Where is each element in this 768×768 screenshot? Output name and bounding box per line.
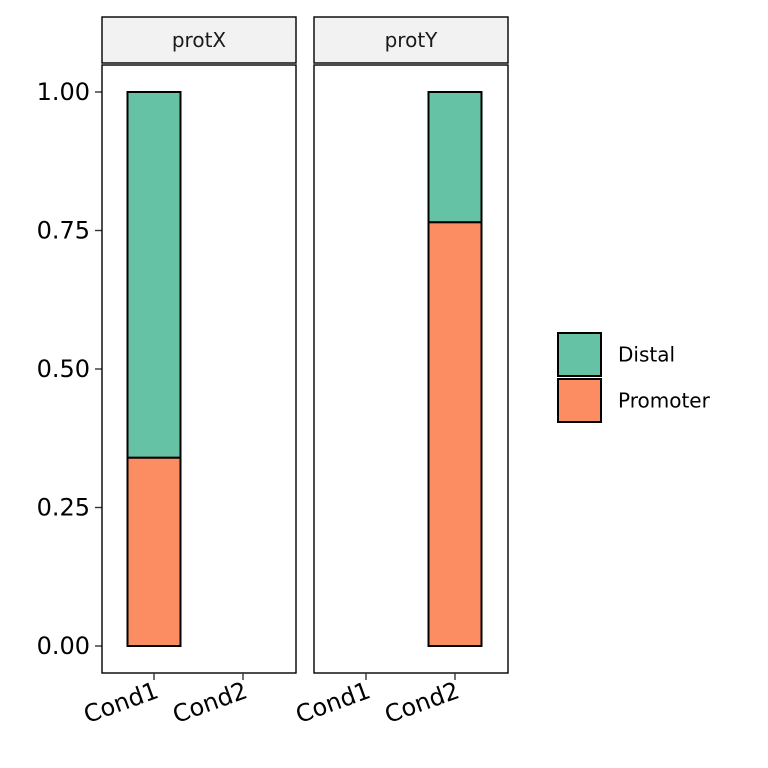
panel-border	[101, 64, 297, 674]
bar-distal	[427, 91, 483, 224]
facet-strip	[101, 16, 297, 64]
legend-label: Promoter	[618, 389, 711, 413]
y-tick-label: 0.25	[37, 494, 90, 522]
facet-strip-label: protY	[385, 28, 439, 52]
y-tick-label: 0.00	[37, 632, 90, 660]
legend-key-distal	[557, 332, 602, 377]
x-tick-label: Cond1	[80, 676, 162, 729]
x-tick-label: Cond2	[381, 676, 463, 729]
legend-label: Distal	[618, 343, 675, 367]
y-tick-label: 0.75	[37, 217, 90, 245]
facet-strip-label: protX	[172, 28, 227, 52]
facet-strip	[313, 16, 509, 64]
y-tick-label: 1.00	[37, 78, 90, 106]
bar-promoter	[427, 221, 483, 647]
legend-key-promoter	[557, 378, 602, 423]
bar-distal	[126, 91, 182, 459]
panel-border	[313, 64, 509, 674]
bar-promoter	[126, 456, 182, 648]
x-tick-label: Cond1	[292, 676, 374, 729]
x-tick-label: Cond2	[169, 676, 251, 729]
y-tick-label: 0.50	[37, 355, 90, 383]
